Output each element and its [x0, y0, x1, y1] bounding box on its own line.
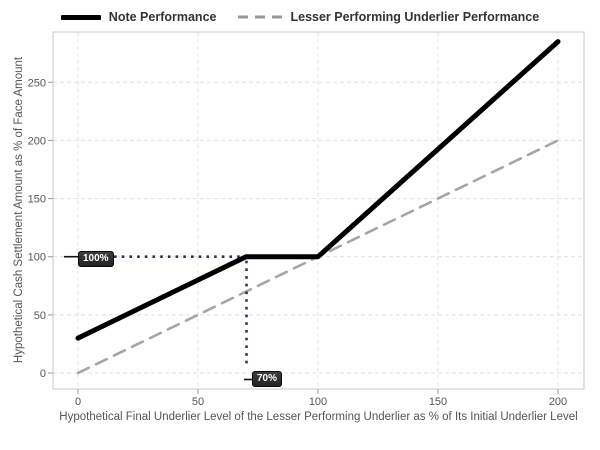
y-tick-label: 200: [28, 135, 46, 147]
x-axis-title: Hypothetical Final Underlier Level of th…: [59, 411, 578, 423]
legend-label-note-performance: Note Performance: [108, 10, 217, 24]
y-tick-label: 150: [28, 194, 46, 206]
legend-item-underlier-performance: Lesser Performing Underlier Performance: [238, 10, 539, 24]
x-tick-label: 100: [309, 396, 327, 408]
y-tick-label: 50: [34, 310, 46, 322]
legend-item-note-performance: Note Performance: [60, 10, 217, 24]
x-tick-label: 0: [75, 396, 81, 408]
solid-line-swatch: [60, 14, 101, 20]
x-tick-label: 50: [192, 396, 204, 408]
x-tick-label: 150: [429, 396, 447, 408]
y-axis-title: Hypothetical Cash Settlement Amount as %…: [13, 56, 25, 364]
annotation-badge-70-percent: 70%: [252, 371, 283, 387]
dashed-line-swatch: [238, 15, 283, 19]
legend-label-underlier-performance: Lesser Performing Underlier Performance: [290, 10, 540, 24]
x-tick-label: 200: [549, 396, 567, 408]
y-tick-label: 100: [28, 252, 46, 264]
chart-legend: Note Performance Lesser Performing Under…: [0, 9, 600, 25]
y-tick-label: 250: [28, 77, 46, 89]
y-tick-label: 0: [40, 368, 46, 380]
annotation-badge-100-percent: 100%: [78, 251, 114, 267]
series-line-note: [75, 39, 561, 341]
